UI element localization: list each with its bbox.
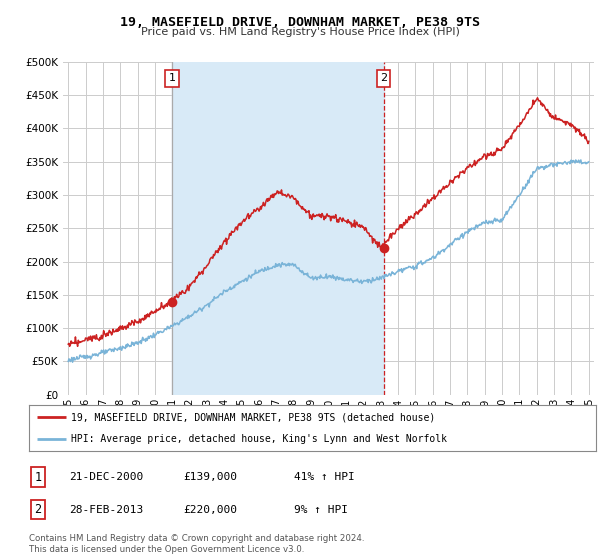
Text: 19, MASEFIELD DRIVE, DOWNHAM MARKET, PE38 9TS: 19, MASEFIELD DRIVE, DOWNHAM MARKET, PE3… (120, 16, 480, 29)
Text: 9% ↑ HPI: 9% ↑ HPI (294, 505, 348, 515)
Text: 1: 1 (34, 470, 41, 484)
Text: 21-DEC-2000: 21-DEC-2000 (69, 472, 143, 482)
Text: Contains HM Land Registry data © Crown copyright and database right 2024.: Contains HM Land Registry data © Crown c… (29, 534, 364, 543)
Text: HPI: Average price, detached house, King's Lynn and West Norfolk: HPI: Average price, detached house, King… (71, 435, 448, 444)
Text: This data is licensed under the Open Government Licence v3.0.: This data is licensed under the Open Gov… (29, 545, 304, 554)
Text: 2: 2 (380, 73, 387, 83)
Text: £139,000: £139,000 (183, 472, 237, 482)
Text: 28-FEB-2013: 28-FEB-2013 (69, 505, 143, 515)
Bar (172, 62, 383, 395)
Text: 41% ↑ HPI: 41% ↑ HPI (294, 472, 355, 482)
Text: 19, MASEFIELD DRIVE, DOWNHAM MARKET, PE38 9TS (detached house): 19, MASEFIELD DRIVE, DOWNHAM MARKET, PE3… (71, 412, 436, 422)
Text: 2: 2 (34, 503, 41, 516)
Text: 1: 1 (169, 73, 176, 83)
Text: Price paid vs. HM Land Registry's House Price Index (HPI): Price paid vs. HM Land Registry's House … (140, 27, 460, 37)
Text: £220,000: £220,000 (183, 505, 237, 515)
